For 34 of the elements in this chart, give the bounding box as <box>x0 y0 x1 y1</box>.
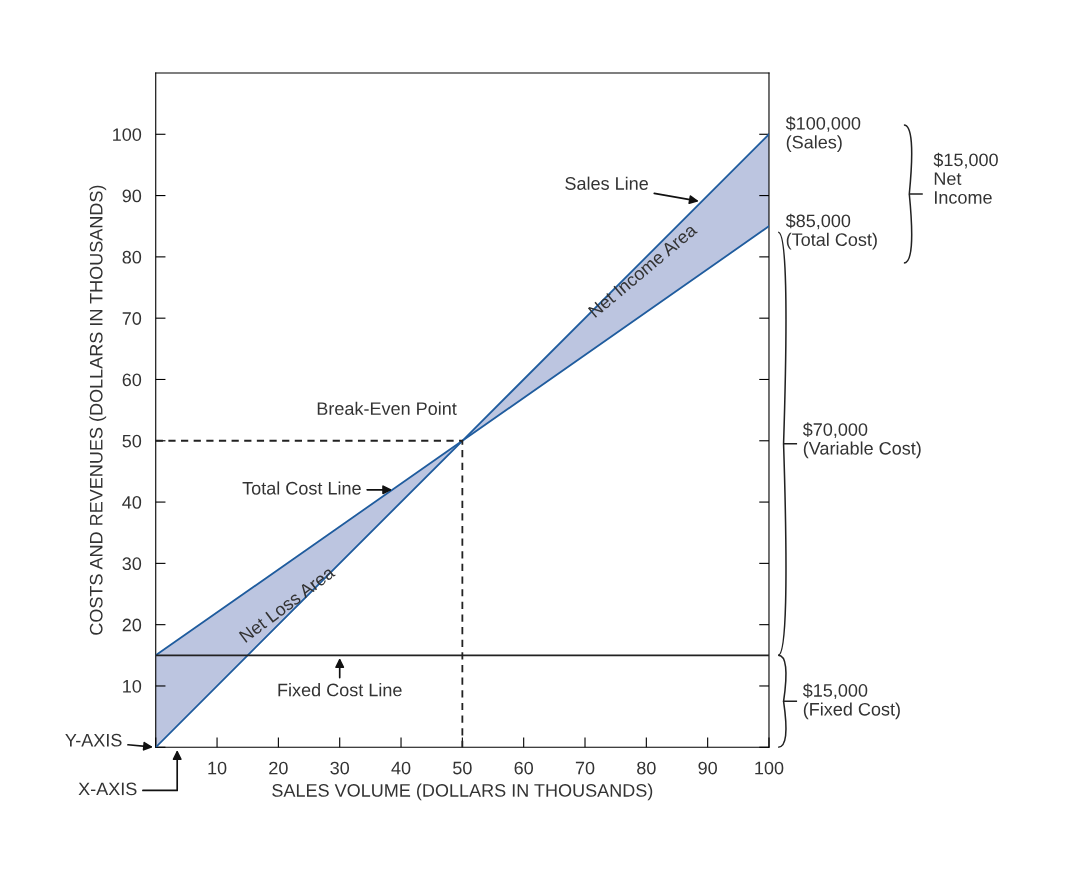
annotation: Total Cost Line <box>242 481 361 495</box>
text: $15,000 (Fixed Cost) <box>802 683 900 720</box>
annotation: $85,000 (Total Cost) <box>785 213 877 250</box>
y-tick-label: 70 <box>122 312 142 325</box>
y-tick-label: 90 <box>122 189 142 203</box>
annotation: Fixed Cost Line <box>278 683 402 697</box>
x-tick-label: 90 <box>698 761 717 775</box>
x-tick-label: 50 <box>453 761 472 775</box>
y-tick-label: 80 <box>122 250 142 264</box>
x-axis-title: SALES VOLUME (DOLLARS IN THOUSANDS) <box>272 783 653 801</box>
y-tick-label: 40 <box>122 496 142 509</box>
annotation: Sales Line <box>565 176 648 190</box>
x-tick-label: 60 <box>514 761 534 775</box>
y-tick-label: 60 <box>122 373 142 387</box>
text: X-AXIS <box>78 782 137 796</box>
y-axis-title: COSTS AND REVENUES (DOLLARS IN THOUSANDS) <box>89 185 107 635</box>
text: $70,000 (Variable Cost) <box>802 422 921 459</box>
x-tick-label: 10 <box>208 761 227 775</box>
annotation: Break-Even Point <box>317 401 457 415</box>
annotation: $100,000 (Sales) <box>785 116 861 153</box>
x-tick-label: 30 <box>330 761 350 775</box>
x-tick-label: 100 <box>755 761 784 775</box>
x-tick-label: 70 <box>575 761 595 775</box>
y-tick-label: 10 <box>123 679 142 693</box>
x-tick-label: 40 <box>391 761 411 775</box>
y-tick-label: 20 <box>122 618 142 632</box>
text: $15,000 Net Income <box>933 152 998 204</box>
x-tick-label: 80 <box>637 761 656 775</box>
y-tick-label: 50 <box>122 434 142 448</box>
annotation: Y-AXIS <box>65 733 122 747</box>
x-tick-label: 20 <box>269 761 288 775</box>
y-tick-label: 100 <box>113 128 142 141</box>
y-tick-label: 30 <box>122 557 142 571</box>
annotation: Net Loss Area <box>238 565 336 643</box>
